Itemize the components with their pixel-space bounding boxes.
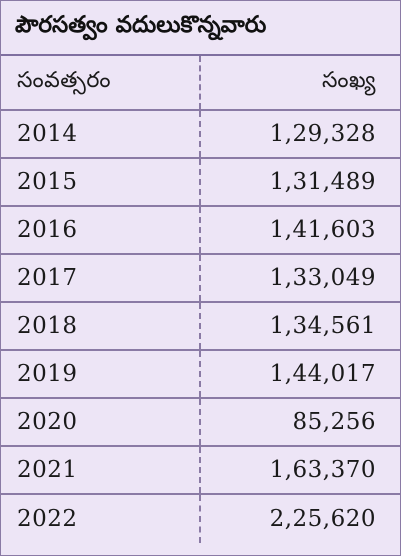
year-cell: 2021 [1,447,201,493]
table-row: 2020 85,256 [1,399,400,447]
count-cell: 1,41,603 [269,217,376,243]
count-cell: 85,256 [292,409,376,435]
count-cell: 1,33,049 [269,265,376,291]
table-row: 2018 1,34,561 [1,303,400,351]
count-cell: 1,29,328 [269,121,376,147]
year-cell: 2017 [1,255,201,301]
year-cell: 2018 [1,303,201,349]
count-cell: 1,34,561 [269,313,376,339]
count-cell: 1,63,370 [269,457,376,483]
table-row: 2017 1,33,049 [1,255,400,303]
year-cell: 2015 [1,159,201,205]
column-header-year: సంవత్సరం [1,56,201,109]
year-cell: 2022 [1,495,201,543]
count-cell: 1,44,017 [269,361,376,387]
count-cell: 1,31,489 [269,169,376,195]
table-header-row: సంవత్సరం సంఖ్య [1,56,400,111]
data-table: సంవత్సరం సంఖ్య 2014 1,29,328 2015 1,31,489 2… [1,56,400,543]
table-body: 2014 1,29,328 2015 1,31,489 2016 1,41,603 2017… [1,111,400,543]
year-cell: 2020 [1,399,201,445]
table-row: 2019 1,44,017 [1,351,400,399]
table-row: 2015 1,31,489 [1,159,400,207]
year-cell: 2014 [1,111,201,157]
table-row: 2021 1,63,370 [1,447,400,495]
year-cell: 2019 [1,351,201,397]
table-title: పౌరసత్వం వదులుకొన్నవారు [1,1,400,56]
table-row: 2016 1,41,603 [1,207,400,255]
column-header-count: సంఖ్య [321,67,376,93]
table-row: 2014 1,29,328 [1,111,400,159]
year-cell: 2016 [1,207,201,253]
count-cell: 2,25,620 [269,506,376,532]
table-row: 2022 2,25,620 [1,495,400,543]
